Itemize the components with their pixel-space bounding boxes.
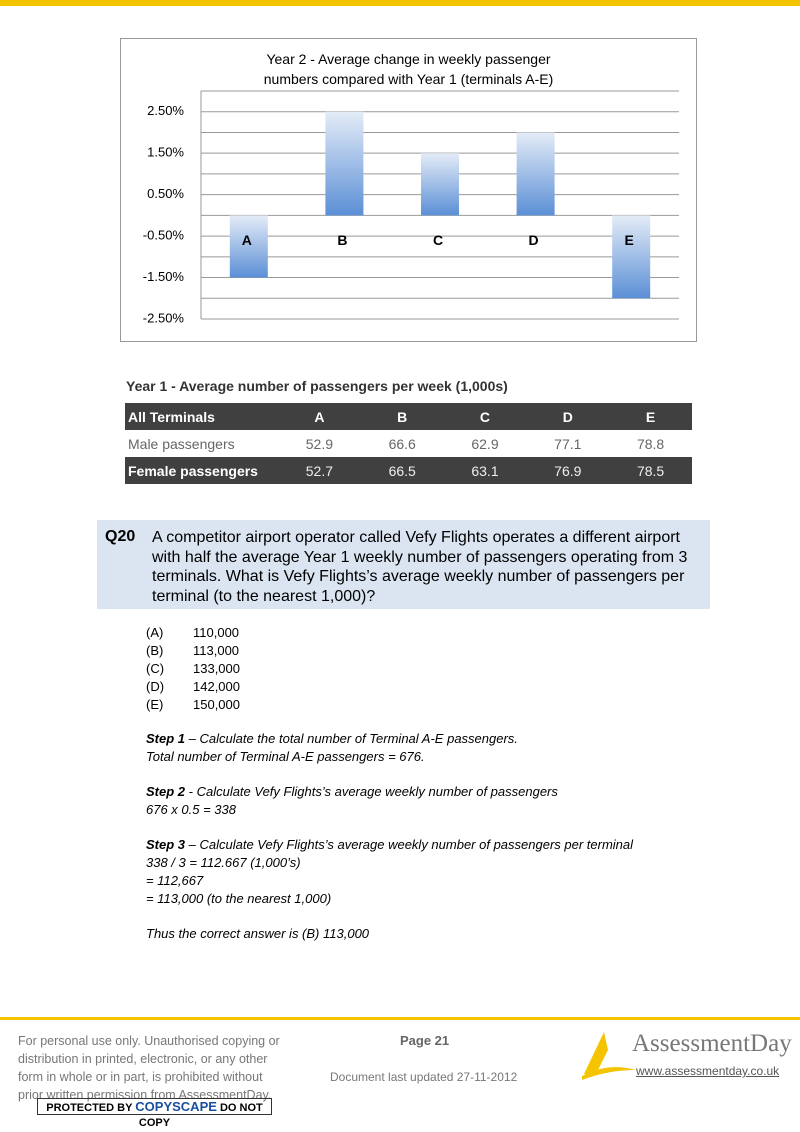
header-cell: D [526, 403, 610, 430]
chart-title: Year 2 - Average change in weekly passen… [263, 51, 554, 87]
option-label: (A) [146, 625, 164, 640]
step: Step 1 – Calculate the total number of T… [146, 730, 746, 766]
bar [612, 215, 651, 299]
option-text: 142,000 [193, 679, 240, 694]
y-tick-label: 2.50% [147, 103, 184, 118]
option-label: (D) [146, 679, 165, 694]
conclusion: Thus the correct answer is (B) 113,000 [146, 926, 370, 941]
y-tick-label: -1.50% [143, 269, 185, 284]
step-heading: Step 3 – Calculate Vefy Flights’s averag… [146, 836, 746, 854]
bar [229, 215, 268, 278]
option-text: 113,000 [193, 643, 240, 658]
step-heading: Step 1 – Calculate the total number of T… [146, 730, 746, 748]
y-tick-label: -0.50% [143, 228, 185, 243]
step-label: Step 1 [146, 731, 186, 746]
question-text: A competitor airport operator called Vef… [152, 529, 688, 605]
url: www.assessmentday.co.uk [636, 1064, 780, 1078]
option: (A) 110,000 [146, 625, 239, 640]
option: (B) 113,000 [146, 643, 239, 658]
category-label: C [433, 232, 443, 248]
notice-line: form in whole or in part, is prohibited … [18, 1070, 263, 1084]
step-text: - Calculate Vefy Flights’s average weekl… [188, 784, 558, 799]
header-cell: E [609, 403, 692, 430]
category-label: E [625, 232, 634, 248]
option: (C) 133,000 [146, 661, 240, 676]
step-text: – Calculate Vefy Flights’s average weekl… [188, 837, 634, 852]
page-number: Page 21 [400, 1033, 450, 1048]
cell: 63.1 [443, 457, 527, 484]
step-line: 338 / 3 = 112.667 (1,000’s) [146, 855, 301, 870]
cell: 76.9 [526, 457, 610, 484]
cell: Female passengers [125, 457, 278, 484]
cell: 77.1 [554, 435, 582, 452]
logo-text: AssessmentDay [632, 1030, 792, 1057]
bar [421, 153, 459, 216]
option-text: 150,000 [193, 697, 240, 712]
chart: -2.50% -1.50% -0.50% 0.50% 1.50% 2.50% A B C D E [143, 90, 679, 325]
badge-brand: COPYSCAPE [135, 1099, 217, 1114]
y-tick-label: 1.50% [147, 145, 184, 160]
badge-prefix: PROTECTED BY [46, 1102, 133, 1114]
footer-notice: For personal use only. Unauthorised copy… [18, 1032, 280, 1104]
step-label: Step 3 [146, 837, 186, 852]
option: (D) 142,000 [146, 679, 240, 694]
table-row: Male passengers 52.9 66.6 62.9 77.1 78.8 [125, 430, 692, 457]
header-cell: C [443, 403, 527, 430]
cell: 66.6 [388, 435, 416, 452]
table-title: Year 1 - Average number of passengers pe… [126, 378, 508, 394]
cell: Male passengers [128, 435, 235, 452]
step: Step 3 – Calculate Vefy Flights’s averag… [146, 836, 746, 908]
step-heading: Step 2 - Calculate Vefy Flights’s averag… [146, 783, 746, 801]
y-tick-label: -2.50% [143, 310, 185, 325]
header-cell: A [278, 403, 361, 430]
updated: Document last updated 27-11-2012 [330, 1070, 518, 1084]
question-number: Q20 [105, 528, 136, 545]
top-bar [0, 0, 800, 6]
cell: 62.9 [471, 435, 499, 452]
cell: 78.5 [609, 457, 692, 484]
option: (E) 150,000 [146, 697, 240, 712]
table-row: Female passengers 52.7 66.5 63.1 76.9 78.5 [125, 457, 692, 484]
copyscape-badge: PROTECTED BY COPYSCAPE DO NOT COPY [37, 1098, 272, 1129]
chart-box: Year 2 - Average change in weekly passen… [120, 38, 697, 342]
step: Step 2 - Calculate Vefy Flights’s averag… [146, 783, 746, 819]
table-header: All Terminals A B C D E [125, 403, 692, 430]
cell: 52.9 [305, 435, 334, 452]
notice-line: For personal use only. Unauthorised copy… [18, 1034, 280, 1048]
bar [325, 111, 364, 216]
header-cell: B [360, 403, 444, 430]
category-label: A [242, 232, 252, 248]
option-label: (C) [146, 661, 165, 676]
category-label: D [529, 232, 539, 248]
footer-bar [0, 1017, 800, 1020]
logo-mark [582, 1032, 636, 1080]
question-box: Q20 A competitor airport operator called… [97, 520, 710, 609]
step-line: = 113,000 (to the nearest 1,000) [146, 891, 332, 906]
option-label: (B) [146, 643, 164, 658]
step-label: Step 2 [146, 784, 186, 799]
option-text: 133,000 [193, 661, 240, 676]
cell: 78.8 [636, 435, 665, 452]
category-label: B [337, 232, 347, 248]
badge-suffix: DO NOT COPY [138, 1102, 263, 1129]
option-text: 110,000 [193, 625, 240, 640]
notice-line: distribution in printed, electronic, or … [18, 1052, 268, 1066]
step-line: Total number of Terminal A-E passengers … [146, 749, 425, 764]
cell: 52.7 [278, 457, 361, 484]
step-text: – Calculate the total number of Terminal… [188, 731, 518, 746]
data-table: All Terminals A B C D E Male passengers 52.9 66… [125, 403, 692, 484]
option-label: (E) [146, 697, 164, 712]
step-line: = 112,667 [146, 873, 204, 888]
header-cell: All Terminals [125, 403, 278, 430]
step-line: 676 x 0.5 = 338 [146, 802, 236, 817]
y-tick-label: 0.50% [147, 186, 184, 201]
bar [516, 132, 555, 216]
cell: 66.5 [360, 457, 444, 484]
